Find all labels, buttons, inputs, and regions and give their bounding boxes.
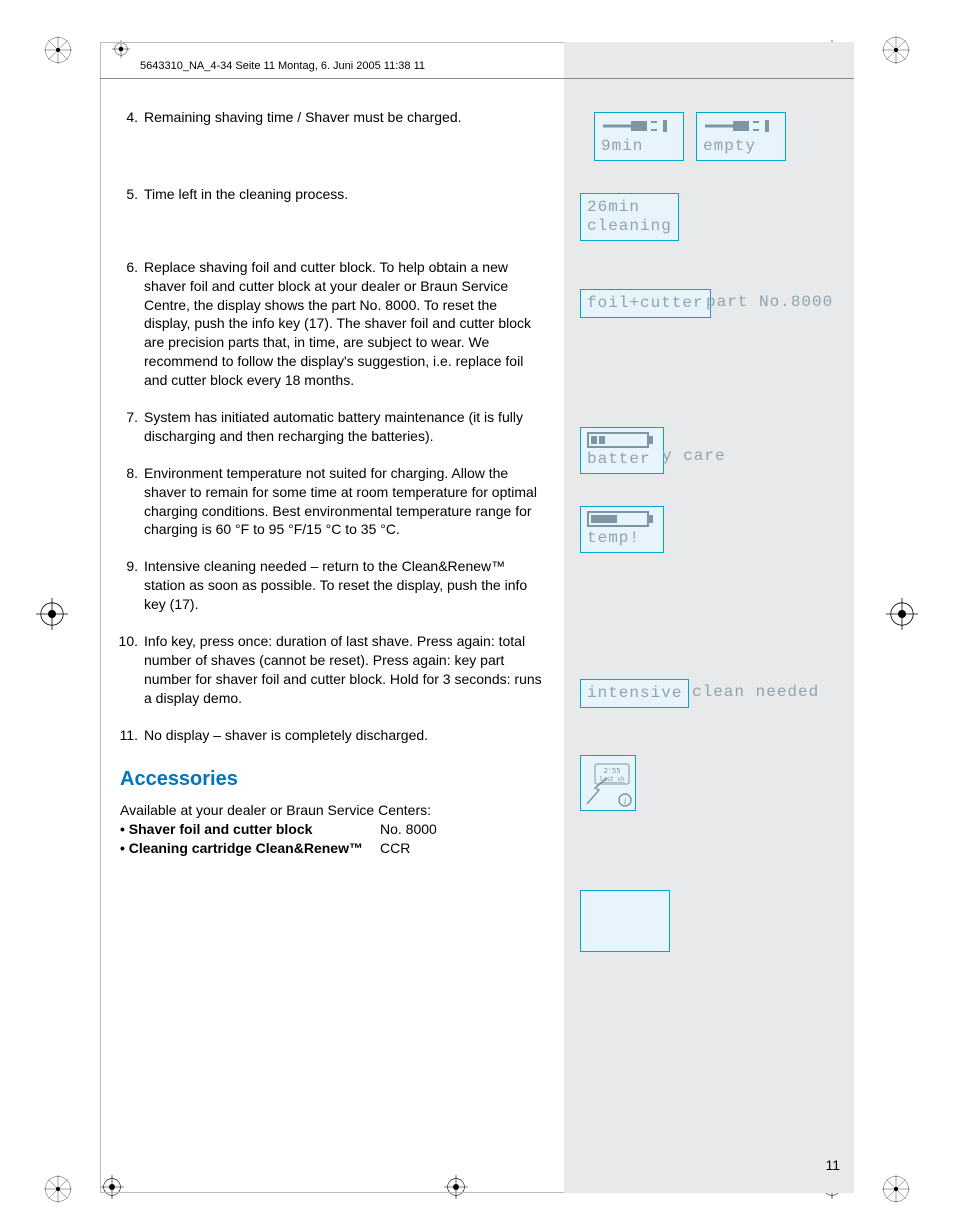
lcd-text: 26min <box>587 198 672 217</box>
lcd-text: foil+cutter <box>587 294 704 312</box>
reg-mark-icon <box>882 1175 910 1203</box>
item-7: 7. System has initiated automatic batter… <box>112 408 547 446</box>
lcd-9min: 9min <box>594 112 684 161</box>
shaver-info-icon: 2'55 last sh i <box>581 756 637 812</box>
lcd-text: temp! <box>587 529 640 547</box>
lcd-info-key: 2'55 last sh i <box>580 755 636 811</box>
header-rule <box>100 78 854 79</box>
lcd-foil-cutter: foil+cutter <box>580 289 711 318</box>
item-9: 9. Intensive cleaning needed – return to… <box>112 557 547 614</box>
item-num: 11. <box>112 726 144 745</box>
battery-icon <box>587 432 657 448</box>
lcd-temp: temp! <box>580 506 664 553</box>
lcd-clean-needed: clean needed <box>692 683 819 702</box>
battery-icon <box>587 511 657 527</box>
lcd-part-no: part No.8000 <box>706 293 833 312</box>
reg-mark-icon <box>44 1175 72 1203</box>
accessories-heading: Accessories <box>120 766 547 793</box>
item-4: 4. Remaining shaving time / Shaver must … <box>112 108 547 127</box>
item-num: 5. <box>112 185 144 204</box>
item-text: Replace shaving foil and cutter block. T… <box>144 258 547 390</box>
item-num: 6. <box>112 258 144 390</box>
accessory-value: CCR <box>380 839 410 858</box>
lcd-text: intensive <box>587 684 682 702</box>
lcd-text: 9min <box>601 137 643 155</box>
item-num: 4. <box>112 108 144 127</box>
item-num: 7. <box>112 408 144 446</box>
accessory-row: • Shaver foil and cutter block No. 8000 <box>120 820 547 839</box>
page-number: 11 <box>825 1157 840 1173</box>
crosshair-icon <box>36 598 68 630</box>
running-header: 5643310_NA_4-34 Seite 11 Montag, 6. Juni… <box>140 60 425 72</box>
lcd-blank <box>580 890 670 952</box>
svg-text:i: i <box>624 796 627 806</box>
item-num: 9. <box>112 557 144 614</box>
lcd-battery-care: batter <box>580 427 664 474</box>
item-11: 11. No display – shaver is completely di… <box>112 726 547 745</box>
accessory-value: No. 8000 <box>380 820 437 839</box>
item-5: 5. Time left in the cleaning process. <box>112 185 547 204</box>
lcd-text: empty <box>703 137 756 155</box>
item-num: 8. <box>112 464 144 540</box>
plug-icon <box>703 117 773 135</box>
reg-mark-icon <box>44 36 72 64</box>
item-text: No display – shaver is completely discha… <box>144 726 547 745</box>
lcd-text: 2'55 <box>604 767 621 775</box>
lcd-empty: empty <box>696 112 786 161</box>
lcd-battery-care-suffix: y care <box>662 447 726 466</box>
item-text: System has initiated automatic battery m… <box>144 408 547 446</box>
item-text: Intensive cleaning needed – return to th… <box>144 557 547 614</box>
lcd-cleaning: 26min cleaning <box>580 193 679 241</box>
accessory-label: • Shaver foil and cutter block <box>120 820 380 839</box>
main-content: 4. Remaining shaving time / Shaver must … <box>112 108 547 858</box>
item-num: 10. <box>112 632 144 708</box>
item-10: 10. Info key, press once: duration of la… <box>112 632 547 708</box>
item-8: 8. Environment temperature not suited fo… <box>112 464 547 540</box>
lcd-text: cleaning <box>587 217 672 236</box>
lcd-text-prefix: batter <box>587 450 651 468</box>
plug-icon <box>601 117 671 135</box>
item-text: Info key, press once: duration of last s… <box>144 632 547 708</box>
item-text: Environment temperature not suited for c… <box>144 464 547 540</box>
item-text: Time left in the cleaning process. <box>144 185 547 204</box>
accessory-label: • Cleaning cartridge Clean&Renew™ <box>120 839 380 858</box>
item-text: Remaining shaving time / Shaver must be … <box>144 108 547 127</box>
reg-mark-icon <box>882 36 910 64</box>
accessories-intro: Available at your dealer or Braun Servic… <box>120 801 547 820</box>
accessory-row: • Cleaning cartridge Clean&Renew™ CCR <box>120 839 547 858</box>
lcd-intensive: intensive <box>580 679 689 708</box>
item-6: 6. Replace shaving foil and cutter block… <box>112 258 547 390</box>
crosshair-icon <box>886 598 918 630</box>
